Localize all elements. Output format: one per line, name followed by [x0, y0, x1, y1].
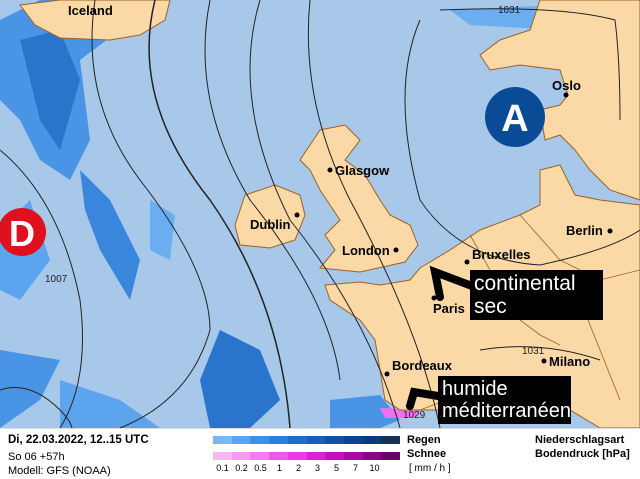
city-label-paris: Paris — [433, 301, 465, 316]
annotation-line: méditerranéen — [442, 400, 571, 422]
scale-tick: 0.1 — [216, 463, 229, 473]
scale-tick: 10 — [369, 463, 380, 473]
iceland-land — [19, 0, 171, 41]
isobar-label: 1031 — [522, 346, 545, 357]
low-pressure-marker: D — [0, 208, 46, 256]
scale-tick: 0.5 — [254, 463, 267, 473]
city-label-glasgow: Glasgow — [335, 163, 390, 178]
cities: Iceland Oslo Glasgow Dublin London Bruxe… — [68, 3, 613, 377]
run-text: So 06 +57h — [8, 451, 65, 463]
color-swatch — [362, 452, 382, 460]
city-label-milano: Milano — [549, 354, 590, 369]
scale-tick: 5 — [333, 463, 339, 473]
isobar-labels: 1031 1007 1031 1029 — [45, 5, 545, 421]
isobar-label: 1031 — [498, 5, 521, 16]
city-label-berlin: Berlin — [566, 223, 603, 238]
color-swatch — [287, 436, 307, 444]
scandinavia-land — [479, 0, 640, 201]
color-swatch — [306, 436, 326, 444]
color-swatch — [250, 452, 270, 460]
date-text: Di, 22.03.2022, 12..15 UTC — [8, 434, 149, 446]
color-swatch — [213, 436, 232, 444]
annotation-mediterranean: humide méditerranéen — [438, 376, 571, 424]
city-label-oslo: Oslo — [552, 78, 581, 93]
isobars — [0, 0, 640, 428]
legend: Di, 22.03.2022, 12..15 UTC So 06 +57h Mo… — [0, 428, 640, 479]
isobar-label: 1007 — [45, 274, 68, 285]
great-britain-land — [299, 124, 419, 273]
scale-ticks: 0.1 0.2 0.5 1 2 3 5 7 10 — [213, 463, 403, 473]
high-pressure-marker: A — [485, 87, 545, 147]
scale-tick: 0.2 — [235, 463, 248, 473]
color-swatch — [362, 436, 382, 444]
isobar-label: 1029 — [403, 410, 426, 421]
rain-color-scale — [213, 436, 401, 444]
city-label-bordeaux: Bordeaux — [392, 358, 453, 373]
city-label-bruxelles: Bruxelles — [472, 247, 531, 262]
color-swatch — [325, 452, 344, 460]
color-swatch — [250, 436, 270, 444]
weather-map: 1031 1007 1031 1029 A D Iceland Oslo Gla… — [0, 0, 640, 428]
color-swatch — [306, 452, 326, 460]
scale-tick-pad — [384, 463, 403, 473]
annotation-line: continental — [474, 272, 576, 295]
color-swatch — [231, 436, 251, 444]
color-swatch — [269, 436, 288, 444]
annotation-continental: continental sec — [470, 270, 603, 320]
snow-color-scale — [213, 452, 401, 460]
scale-tick: 2 — [295, 463, 301, 473]
svg-text:A: A — [501, 98, 528, 140]
scale-tick: 1 — [276, 463, 282, 473]
scale-tick: 7 — [352, 463, 358, 473]
snow-label: Schnee — [407, 448, 447, 460]
scale-tick: 3 — [314, 463, 320, 473]
color-swatch — [287, 452, 307, 460]
color-swatch — [343, 436, 363, 444]
svg-text:D: D — [9, 213, 35, 254]
color-swatch — [269, 452, 288, 460]
color-swatch — [343, 452, 363, 460]
pressure-label: Bodendruck [hPa] — [535, 448, 630, 460]
rain-label: Regen — [407, 434, 441, 446]
color-swatch — [381, 436, 401, 444]
arrow-mediterranean — [406, 387, 442, 410]
color-swatch — [213, 452, 232, 460]
annotation-line: humide — [442, 378, 508, 400]
color-swatch — [381, 452, 401, 460]
annotation-line: sec — [474, 295, 507, 318]
city-label-dublin: Dublin — [250, 217, 290, 232]
color-swatch — [231, 452, 251, 460]
arrows — [406, 265, 476, 410]
unit-label: [ mm / h ] — [409, 463, 451, 474]
city-label-iceland: Iceland — [68, 3, 113, 18]
color-swatch — [325, 436, 344, 444]
arrow-continental — [429, 265, 476, 301]
precip-type-label: Niederschlagsart — [535, 434, 625, 446]
model-text: Modell: GFS (NOAA) — [8, 465, 111, 477]
city-label-london: London — [342, 243, 390, 258]
